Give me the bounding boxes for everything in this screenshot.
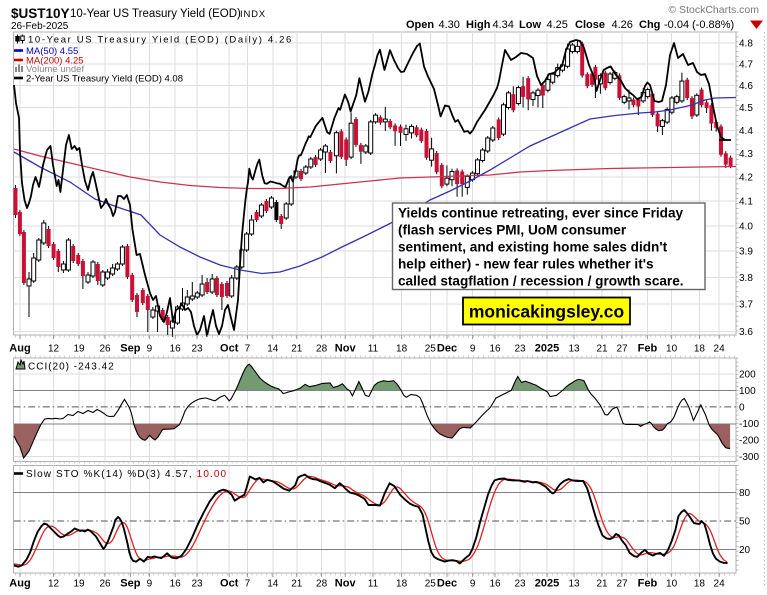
svg-text:4.2: 4.2 xyxy=(739,172,753,183)
svg-text:10: 10 xyxy=(666,344,678,355)
svg-text:27: 27 xyxy=(616,579,628,590)
svg-text:2-Year US Treasury Yield (EOD): 2-Year US Treasury Yield (EOD) 4.08 xyxy=(26,74,183,85)
svg-text:50: 50 xyxy=(739,517,751,528)
svg-text:CCI(20) -243.42: CCI(20) -243.42 xyxy=(28,362,115,373)
svg-text:Nov: Nov xyxy=(335,343,357,355)
svg-text:9: 9 xyxy=(147,579,153,590)
svg-text:Aug: Aug xyxy=(9,343,30,355)
svg-text:4.5: 4.5 xyxy=(739,103,753,114)
svg-text:10-Year US Treasury Yield (EOD: 10-Year US Treasury Yield (EOD) xyxy=(70,8,241,20)
svg-text:3.9: 3.9 xyxy=(739,247,753,258)
svg-text:Sep: Sep xyxy=(120,578,140,590)
svg-text:sentiment, and existing home s: sentiment, and existing home sales didn'… xyxy=(398,240,668,255)
svg-text:28: 28 xyxy=(316,344,328,355)
svg-text:27: 27 xyxy=(616,344,628,355)
svg-text:Dec: Dec xyxy=(437,578,457,590)
svg-text:18: 18 xyxy=(694,344,706,355)
svg-text:23: 23 xyxy=(514,344,526,355)
svg-text:16: 16 xyxy=(489,344,501,355)
svg-text:MA(50) 4.55: MA(50) 4.55 xyxy=(26,46,78,57)
svg-text:80: 80 xyxy=(739,488,751,499)
svg-text:monicakingsley.co: monicakingsley.co xyxy=(469,302,624,322)
svg-text:4.4: 4.4 xyxy=(739,126,753,137)
svg-text:23: 23 xyxy=(514,579,526,590)
svg-text:11: 11 xyxy=(368,344,379,355)
svg-text:Dec: Dec xyxy=(437,343,457,355)
svg-text:100: 100 xyxy=(739,386,756,397)
svg-text:18: 18 xyxy=(396,579,408,590)
svg-text:24: 24 xyxy=(714,344,726,355)
svg-text:11: 11 xyxy=(368,579,379,590)
svg-text:16: 16 xyxy=(489,579,501,590)
svg-text:called stagflation / recession: called stagflation / recession / growth … xyxy=(398,274,684,289)
svg-text:16: 16 xyxy=(170,344,182,355)
svg-text:Feb: Feb xyxy=(638,578,658,590)
svg-text:MA(200) 4.25: MA(200) 4.25 xyxy=(26,56,84,67)
svg-text:26: 26 xyxy=(99,579,111,590)
svg-text:7: 7 xyxy=(245,579,251,590)
svg-text:0: 0 xyxy=(739,402,745,413)
svg-text:9: 9 xyxy=(147,344,153,355)
svg-text:Sep: Sep xyxy=(120,343,140,355)
svg-text:21: 21 xyxy=(291,344,303,355)
svg-text:-300: -300 xyxy=(739,452,759,463)
svg-text:13: 13 xyxy=(568,344,580,355)
svg-text:4.7: 4.7 xyxy=(739,60,753,71)
svg-text:21: 21 xyxy=(596,579,608,590)
svg-text:4.1: 4.1 xyxy=(739,197,753,208)
svg-text:4.6: 4.6 xyxy=(739,81,753,92)
svg-text:INDX: INDX xyxy=(240,9,266,20)
svg-text:9: 9 xyxy=(470,344,476,355)
svg-text:Feb: Feb xyxy=(638,343,658,355)
svg-text:9: 9 xyxy=(470,579,476,590)
svg-text:13: 13 xyxy=(568,579,580,590)
svg-text:14: 14 xyxy=(267,579,279,590)
svg-text:10: 10 xyxy=(666,579,678,590)
svg-text:26-Feb-2025: 26-Feb-2025 xyxy=(11,21,69,32)
svg-text:20: 20 xyxy=(739,545,751,556)
svg-text:25: 25 xyxy=(425,579,437,590)
svg-text:Oct: Oct xyxy=(220,578,239,590)
svg-text:-100: -100 xyxy=(739,419,759,430)
svg-text:16: 16 xyxy=(170,579,182,590)
svg-text:3.8: 3.8 xyxy=(739,273,753,284)
svg-text:28: 28 xyxy=(316,579,328,590)
svg-text:4.0: 4.0 xyxy=(739,221,753,232)
svg-text:14: 14 xyxy=(267,344,279,355)
svg-text:19: 19 xyxy=(73,344,85,355)
svg-text:Slow STO %K(14) %D(3) 4.57, 10: Slow STO %K(14) %D(3) 4.57, 10.00 xyxy=(26,469,227,480)
svg-text:7: 7 xyxy=(245,344,251,355)
svg-text:23: 23 xyxy=(191,344,203,355)
svg-text:21: 21 xyxy=(596,344,608,355)
svg-text:12: 12 xyxy=(48,344,60,355)
svg-text:23: 23 xyxy=(191,579,203,590)
svg-text:Nov: Nov xyxy=(335,578,357,590)
svg-text:© StockCharts.com: © StockCharts.com xyxy=(668,4,759,16)
svg-text:help either) - new fear rules: help either) - new fear rules whether it… xyxy=(398,257,654,272)
svg-text:12: 12 xyxy=(48,579,60,590)
svg-text:18: 18 xyxy=(694,579,706,590)
svg-text:Yields continue retreating, ev: Yields continue retreating, ever since F… xyxy=(398,206,684,221)
svg-text:3.6: 3.6 xyxy=(739,327,753,338)
svg-text:200: 200 xyxy=(739,369,756,380)
svg-text:-200: -200 xyxy=(739,436,759,447)
svg-text:$UST10Y: $UST10Y xyxy=(11,6,70,21)
svg-text:19: 19 xyxy=(73,579,85,590)
svg-text:Oct: Oct xyxy=(220,343,239,355)
svg-text:4.8: 4.8 xyxy=(739,39,753,50)
svg-text:(flash services PMI, UoM consu: (flash services PMI, UoM consumer xyxy=(398,223,627,238)
svg-text:26: 26 xyxy=(99,344,111,355)
svg-text:24: 24 xyxy=(714,579,726,590)
svg-text:2025: 2025 xyxy=(535,343,559,355)
svg-text:10-Year US Treasury Yield (EOD: 10-Year US Treasury Yield (EOD) (Daily) … xyxy=(28,35,293,46)
svg-text:Volume undef: Volume undef xyxy=(26,64,84,75)
svg-text:4.3: 4.3 xyxy=(739,149,753,160)
svg-text:18: 18 xyxy=(396,344,408,355)
svg-text:25: 25 xyxy=(425,344,437,355)
svg-text:3.7: 3.7 xyxy=(739,300,753,311)
svg-text:2025: 2025 xyxy=(535,578,559,590)
svg-text:Aug: Aug xyxy=(9,578,30,590)
svg-text:21: 21 xyxy=(291,579,303,590)
